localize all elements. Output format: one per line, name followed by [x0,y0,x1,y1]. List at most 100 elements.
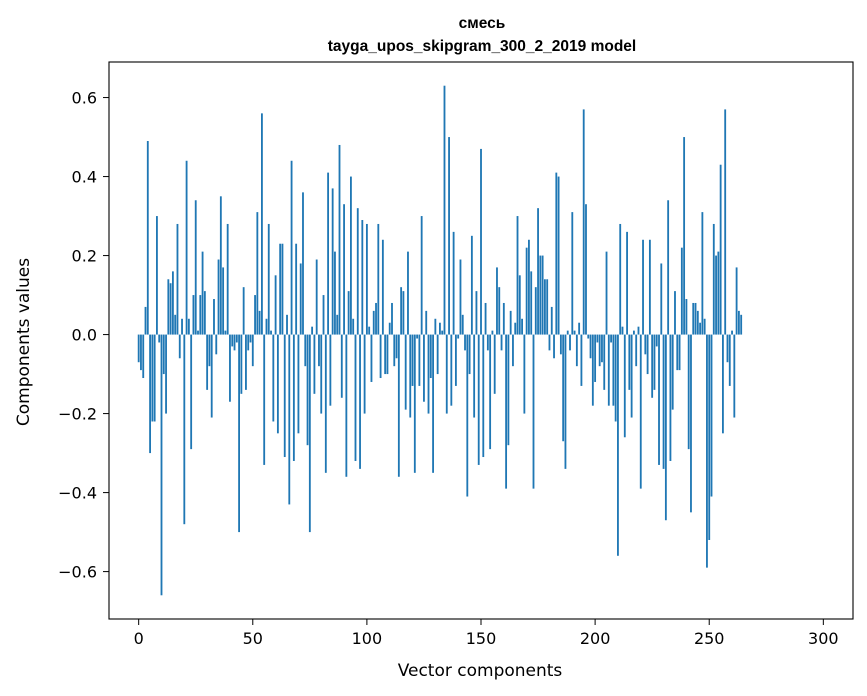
bar [614,334,617,422]
bar [345,334,348,477]
bar [626,231,628,335]
y-tick-label: −0.2 [58,405,97,424]
bar [354,334,357,461]
bar [219,196,222,335]
bar [690,334,692,513]
bar [710,334,713,497]
bar [226,223,229,335]
bar [288,334,291,505]
bar [639,334,642,489]
bar [582,109,585,335]
bar [171,271,174,335]
bar [468,334,471,375]
bar [601,334,603,363]
bar [429,334,432,379]
y-tick-label: 0.0 [72,326,97,345]
bar [619,223,622,335]
bar [662,334,665,469]
bar [706,334,708,568]
bar [272,334,275,422]
bar [281,243,284,335]
bar [621,326,624,335]
bar [448,137,450,335]
bar [156,216,158,335]
bar [286,314,288,335]
bar [329,334,332,406]
bar [726,334,729,363]
bar [276,334,279,434]
bar [475,291,478,335]
bar [187,318,190,335]
bar [557,176,560,335]
bar [336,314,339,335]
bar [375,302,377,335]
bar [215,334,218,355]
bar [671,334,674,410]
bar [391,302,393,335]
bar [553,334,555,359]
bar [644,334,647,355]
plot-frame [108,61,854,620]
bar [197,330,199,335]
bar [185,160,188,335]
bar [667,200,670,335]
bar [206,334,209,390]
bar [701,212,704,335]
bar [427,334,430,414]
bar [183,334,186,525]
y-tick-label: −0.6 [58,563,97,582]
bar [434,318,437,335]
bar [543,279,546,335]
bar [610,334,612,343]
bar [377,223,380,335]
bar [505,334,508,489]
bar [217,259,220,335]
bar [466,334,469,497]
x-axis-ticks: 0 50 100 150 200 250 300 [134,619,839,648]
bar [144,306,147,335]
bar [484,302,487,335]
bar [692,302,695,335]
bar [393,334,396,367]
bar [712,223,715,335]
bar [174,314,177,335]
bar [594,334,597,382]
bar [356,208,359,335]
bar [190,334,193,450]
bar [231,334,234,347]
bar [591,334,594,406]
bar [411,334,414,386]
bar [283,334,286,458]
bar [548,334,551,351]
bar [575,334,578,367]
bar [470,235,473,335]
bar [630,334,633,418]
bar [297,334,300,434]
bar [425,310,428,335]
bar [459,259,462,335]
bar [708,334,711,540]
bar [402,291,405,335]
bar [509,310,512,335]
bar [737,310,740,335]
bar [489,334,492,450]
bar [683,137,686,335]
bar [516,216,519,335]
bar [464,334,466,351]
bar [564,334,567,469]
bar [320,334,323,414]
bar [498,287,501,335]
bar [658,334,660,465]
bar [703,318,706,335]
bar [580,334,583,386]
bar [162,334,165,375]
bar [452,231,455,335]
bar [384,334,387,375]
bar [680,247,683,335]
bar [534,287,537,335]
bar [140,334,142,371]
bar [525,247,528,335]
bar [566,330,569,335]
bar [521,318,523,335]
bar [578,322,581,335]
